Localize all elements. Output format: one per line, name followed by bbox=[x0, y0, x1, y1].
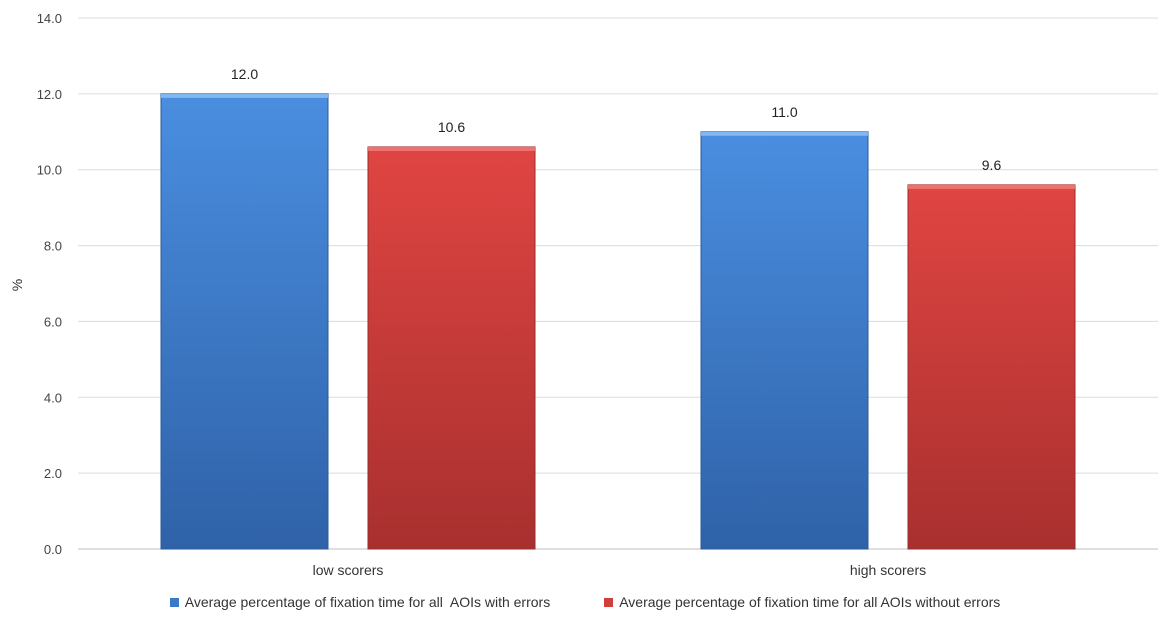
y-tick-label: 14.0 bbox=[37, 11, 62, 26]
data-labels: 12.0 10.6 11.0 9.6 bbox=[231, 66, 1002, 173]
y-tick-label: 12.0 bbox=[37, 87, 62, 102]
legend-item-with-errors: Average percentage of fixation time for … bbox=[169, 594, 551, 610]
x-tick-label: high scorers bbox=[850, 562, 926, 578]
legend: Average percentage of fixation time for … bbox=[0, 594, 1170, 610]
bar-without-errors-1 bbox=[907, 184, 1076, 550]
bar-highlight bbox=[701, 131, 868, 136]
data-label: 9.6 bbox=[982, 157, 1002, 173]
legend-label-with-errors: Average percentage of fixation time for … bbox=[184, 594, 551, 610]
y-axis: 0.0 2.0 4.0 6.0 8.0 10.0 12.0 14.0 bbox=[37, 11, 62, 557]
legend-swatch-blue bbox=[169, 597, 179, 607]
data-label: 10.6 bbox=[438, 119, 465, 135]
bar-highlight bbox=[161, 93, 328, 98]
x-axis: low scorers high scorers bbox=[313, 562, 927, 578]
data-label: 12.0 bbox=[231, 66, 258, 82]
bar-without-errors-0 bbox=[367, 146, 536, 550]
y-axis-label: % bbox=[9, 279, 25, 291]
data-label: 11.0 bbox=[771, 104, 797, 120]
x-tick-label: low scorers bbox=[313, 562, 384, 578]
legend-label-without-errors: Average percentage of fixation time for … bbox=[619, 594, 1001, 610]
y-tick-label: 4.0 bbox=[44, 390, 62, 405]
y-tick-label: 10.0 bbox=[37, 163, 62, 178]
y-tick-label: 6.0 bbox=[44, 314, 62, 329]
legend-item-without-errors: Average percentage of fixation time for … bbox=[604, 594, 1000, 610]
bar-with-errors-0 bbox=[160, 93, 329, 550]
y-tick-label: 0.0 bbox=[44, 542, 62, 557]
bars bbox=[160, 93, 1076, 550]
bar-highlight bbox=[368, 146, 535, 151]
bar-highlight bbox=[908, 184, 1075, 189]
y-tick-label: 2.0 bbox=[44, 466, 62, 481]
bar-with-errors-1 bbox=[700, 131, 869, 550]
bar-chart: 0.0 2.0 4.0 6.0 8.0 10.0 12.0 14.0 12.0 10.6 11.0… bbox=[9, 11, 1158, 578]
y-tick-label: 8.0 bbox=[44, 239, 62, 254]
legend-swatch-red bbox=[604, 597, 614, 607]
